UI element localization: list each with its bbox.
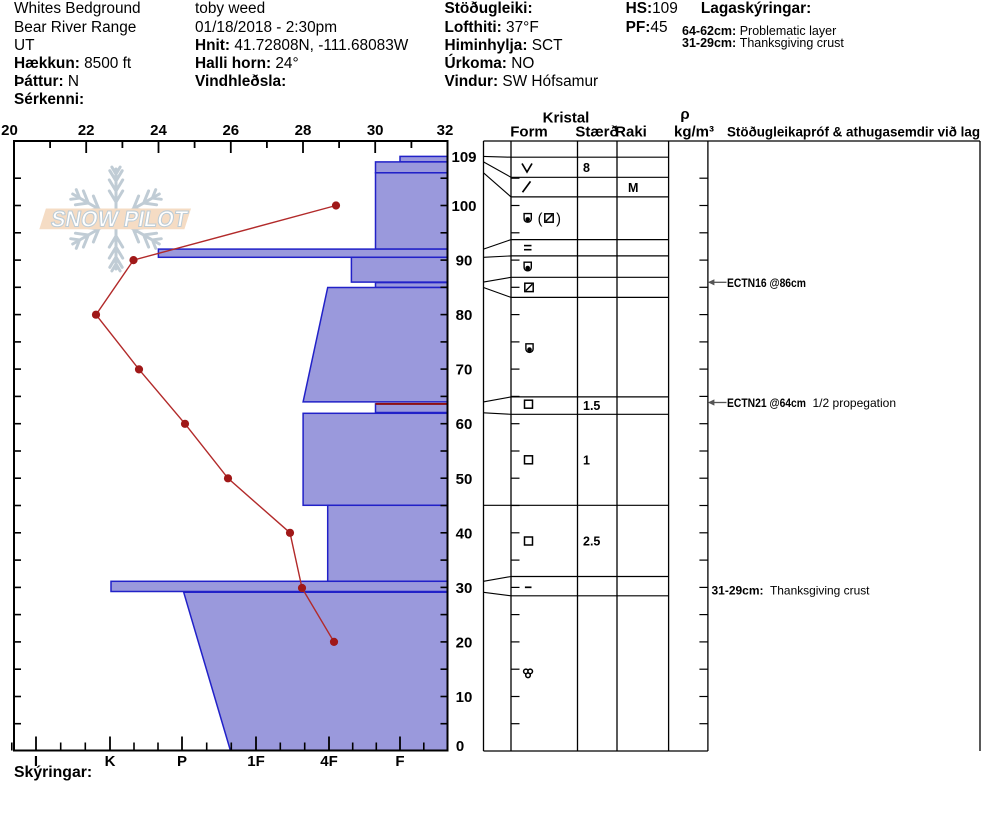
svg-text:1/2 propegation: 1/2 propegation [813,396,897,410]
svg-text:ρ: ρ [680,106,689,123]
svg-text:26: 26 [222,122,239,139]
svg-text:ECTN21 @64cm: ECTN21 @64cm [727,396,806,410]
svg-text:4F: 4F [320,753,338,770]
svg-text:60: 60 [456,416,473,433]
svg-text:90: 90 [456,253,473,270]
svg-text:70: 70 [456,362,473,379]
svg-text:1F: 1F [247,753,265,770]
svg-text:0: 0 [456,738,464,755]
svg-text:28: 28 [295,122,312,139]
svg-text:100: 100 [451,198,476,215]
svg-text:80: 80 [456,307,473,324]
svg-text:10: 10 [456,689,473,706]
svg-text:109: 109 [451,149,476,166]
svg-text:30: 30 [456,580,473,597]
svg-text:Kristal: Kristal [543,110,590,127]
svg-text:50: 50 [456,471,473,488]
svg-text:P: P [177,753,187,770]
svg-text:Thanksgiving crust: Thanksgiving crust [770,584,870,598]
svg-text:ECTN16 @86cm: ECTN16 @86cm [727,276,806,290]
svg-text:32: 32 [437,122,454,139]
svg-text:2.5: 2.5 [583,535,600,549]
svg-text:30: 30 [367,122,384,139]
svg-text:22: 22 [78,122,95,139]
svg-text:Stöðugleikapróf & athugasemdir: Stöðugleikapróf & athugasemdir við lag [727,125,980,141]
svg-text:8: 8 [583,161,590,175]
svg-text:): ) [556,212,561,228]
svg-text:1: 1 [583,454,590,468]
svg-text:20: 20 [456,634,473,651]
svg-text:31-29cm:: 31-29cm: [712,584,764,598]
svg-text:(: ( [538,212,543,228]
svg-text:F: F [395,753,404,770]
svg-text:24: 24 [150,122,167,139]
svg-text:Raki: Raki [615,124,647,141]
svg-text:Stærð: Stærð [575,124,618,141]
svg-text:Form: Form [510,124,548,141]
svg-text:I: I [34,753,38,770]
svg-text:20: 20 [1,122,18,139]
svg-text:K: K [105,753,116,770]
svg-text:1.5: 1.5 [583,399,600,413]
svg-text:40: 40 [456,525,473,542]
svg-text:SNOW PILOT: SNOW PILOT [49,206,190,232]
svg-text:M: M [628,181,638,195]
svg-text:kg/m³: kg/m³ [674,124,714,141]
